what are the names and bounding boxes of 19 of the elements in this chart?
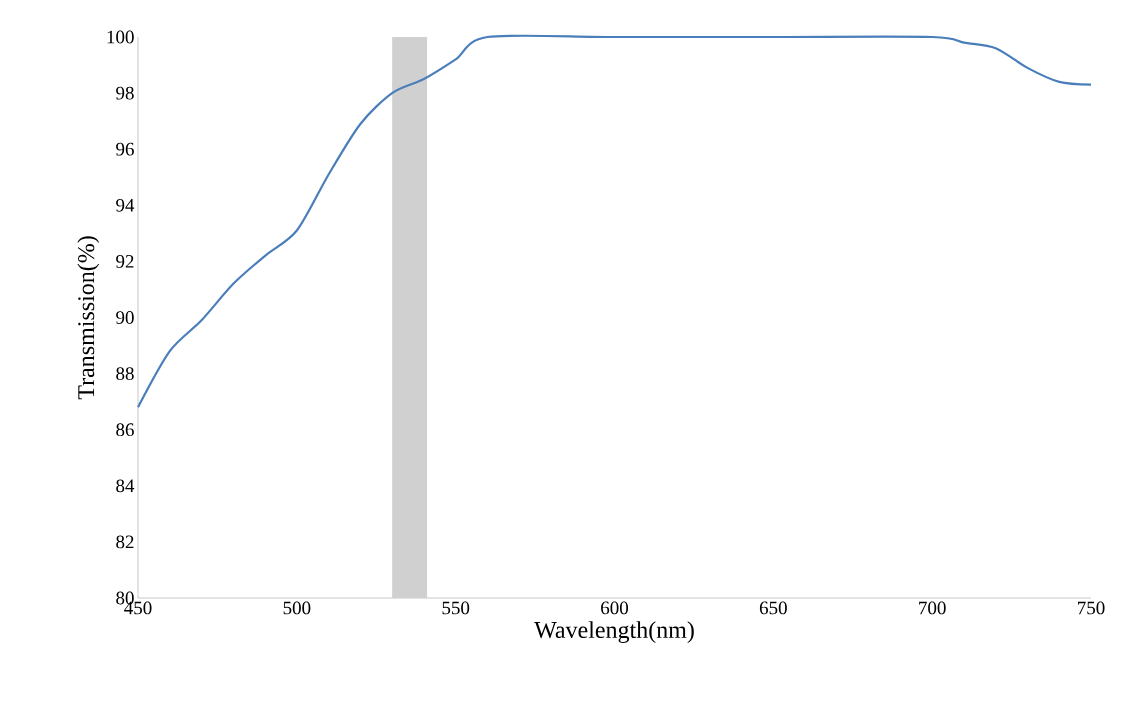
line-series [136,34,1093,409]
y-tick-label: 96 [116,142,134,156]
x-tick-label: 700 [919,601,946,615]
y-tick-label: 86 [116,423,134,437]
x-tick-label: 750 [1078,601,1105,615]
y-tick-label: 94 [116,198,135,212]
y-tick-label: 88 [116,367,134,381]
y-tick-label: 100 [107,30,134,44]
y-tick-label: 82 [116,535,134,549]
y-axis-title: Transmission(%) [77,236,100,400]
x-tick-label: 550 [442,601,470,615]
x-tick-label: 600 [601,601,629,615]
y-tick-label: 98 [116,86,134,100]
x-tick-label: 650 [759,601,787,615]
y-tick-label: 92 [116,255,134,268]
x-axis-title: Wavelength(nm) [534,621,694,644]
y-tick-label: 90 [116,311,134,324]
y-tick-label: 84 [116,479,135,493]
x-tick-label: 500 [283,601,311,615]
